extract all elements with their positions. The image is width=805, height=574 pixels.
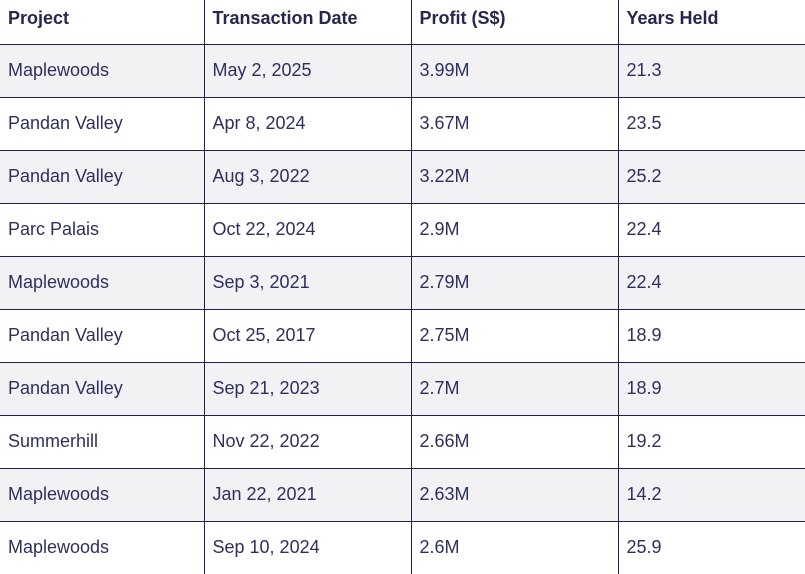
table-header: Project Transaction Date Profit (S$) Yea… <box>0 0 805 45</box>
header-years-held[interactable]: Years Held <box>617 0 805 45</box>
table-row: Maplewoods Sep 10, 2024 2.6M 25.9 <box>0 521 805 574</box>
cell-profit: 2.75M <box>410 309 618 363</box>
table-row: Pandan Valley Aug 3, 2022 3.22M 25.2 <box>0 150 805 204</box>
cell-years-held: 21.3 <box>617 44 805 98</box>
table-body: Maplewoods May 2, 2025 3.99M 21.3 Pandan… <box>0 44 805 574</box>
cell-project: Pandan Valley <box>0 97 204 151</box>
table-row: Maplewoods Sep 3, 2021 2.79M 22.4 <box>0 256 805 310</box>
cell-years-held: 14.2 <box>617 468 805 522</box>
cell-project: Pandan Valley <box>0 362 204 416</box>
header-row: Project Transaction Date Profit (S$) Yea… <box>0 0 805 45</box>
cell-profit: 2.63M <box>410 468 618 522</box>
cell-years-held: 25.2 <box>617 150 805 204</box>
cell-profit: 3.99M <box>410 44 618 98</box>
cell-years-held: 22.4 <box>617 203 805 257</box>
cell-transaction-date: Sep 3, 2021 <box>203 256 411 310</box>
cell-transaction-date: Oct 22, 2024 <box>203 203 411 257</box>
table-row: Parc Palais Oct 22, 2024 2.9M 22.4 <box>0 203 805 257</box>
cell-profit: 2.6M <box>410 521 618 574</box>
cell-project: Parc Palais <box>0 203 204 257</box>
table-row: Summerhill Nov 22, 2022 2.66M 19.2 <box>0 415 805 469</box>
cell-years-held: 22.4 <box>617 256 805 310</box>
table-row: Pandan Valley Oct 25, 2017 2.75M 18.9 <box>0 309 805 363</box>
cell-project: Pandan Valley <box>0 309 204 363</box>
cell-transaction-date: Oct 25, 2017 <box>203 309 411 363</box>
cell-profit: 3.67M <box>410 97 618 151</box>
table-row: Pandan Valley Sep 21, 2023 2.7M 18.9 <box>0 362 805 416</box>
cell-years-held: 18.9 <box>617 362 805 416</box>
cell-transaction-date: Jan 22, 2021 <box>203 468 411 522</box>
cell-project: Maplewoods <box>0 256 204 310</box>
table-row: Pandan Valley Apr 8, 2024 3.67M 23.5 <box>0 97 805 151</box>
cell-profit: 2.9M <box>410 203 618 257</box>
cell-transaction-date: Sep 21, 2023 <box>203 362 411 416</box>
cell-years-held: 25.9 <box>617 521 805 574</box>
header-project[interactable]: Project <box>0 0 204 45</box>
cell-transaction-date: Apr 8, 2024 <box>203 97 411 151</box>
cell-project: Summerhill <box>0 415 204 469</box>
cell-transaction-date: May 2, 2025 <box>203 44 411 98</box>
cell-transaction-date: Aug 3, 2022 <box>203 150 411 204</box>
cell-project: Maplewoods <box>0 44 204 98</box>
cell-profit: 2.66M <box>410 415 618 469</box>
cell-years-held: 18.9 <box>617 309 805 363</box>
cell-project: Maplewoods <box>0 521 204 574</box>
cell-project: Pandan Valley <box>0 150 204 204</box>
cell-project: Maplewoods <box>0 468 204 522</box>
cell-profit: 3.22M <box>410 150 618 204</box>
cell-years-held: 23.5 <box>617 97 805 151</box>
table-row: Maplewoods May 2, 2025 3.99M 21.3 <box>0 44 805 98</box>
cell-years-held: 19.2 <box>617 415 805 469</box>
table-row: Maplewoods Jan 22, 2021 2.63M 14.2 <box>0 468 805 522</box>
header-transaction-date[interactable]: Transaction Date <box>203 0 411 45</box>
cell-transaction-date: Nov 22, 2022 <box>203 415 411 469</box>
cell-profit: 2.7M <box>410 362 618 416</box>
cell-profit: 2.79M <box>410 256 618 310</box>
cell-transaction-date: Sep 10, 2024 <box>203 521 411 574</box>
header-profit[interactable]: Profit (S$) <box>410 0 618 45</box>
